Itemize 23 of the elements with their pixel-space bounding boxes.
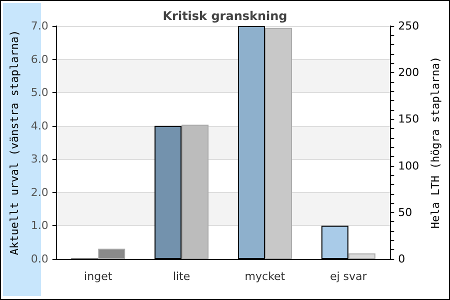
y2-tick-label: 50	[398, 206, 412, 219]
y-tick-label: 2.0	[30, 186, 48, 199]
chart-title: Kritisk granskning	[162, 9, 288, 23]
y-tick-label: 7.0	[30, 20, 48, 32]
y-tick-label: 0.0	[30, 252, 48, 266]
x-tick-label: ej svar	[330, 270, 368, 283]
y-tick-label: 4.0	[30, 119, 48, 132]
x-tick-label: mycket	[244, 270, 286, 283]
y2-tick-label: 150	[398, 112, 420, 126]
y-tick-label: 3.0	[30, 152, 48, 166]
y2-axis-title: Hela LTH (högra staplarna)	[429, 56, 442, 229]
y-tick-label: 5.0	[30, 86, 48, 100]
y-tick-label: 6.0	[30, 52, 48, 66]
bar	[98, 248, 126, 259]
x-tick-label: lite	[172, 270, 190, 283]
y2-tick-label: 100	[398, 159, 420, 172]
y-axis-title: Aktuellt urval (vänstra staplarna)	[8, 30, 21, 256]
y-tick-label: 1.0	[30, 219, 48, 232]
y2-tick-label: 0	[398, 252, 406, 266]
bar	[348, 253, 376, 259]
y2-tick-label: 250	[398, 20, 420, 32]
y2-tick-label: 200	[398, 66, 420, 80]
x-tick-label: inget	[84, 270, 113, 283]
